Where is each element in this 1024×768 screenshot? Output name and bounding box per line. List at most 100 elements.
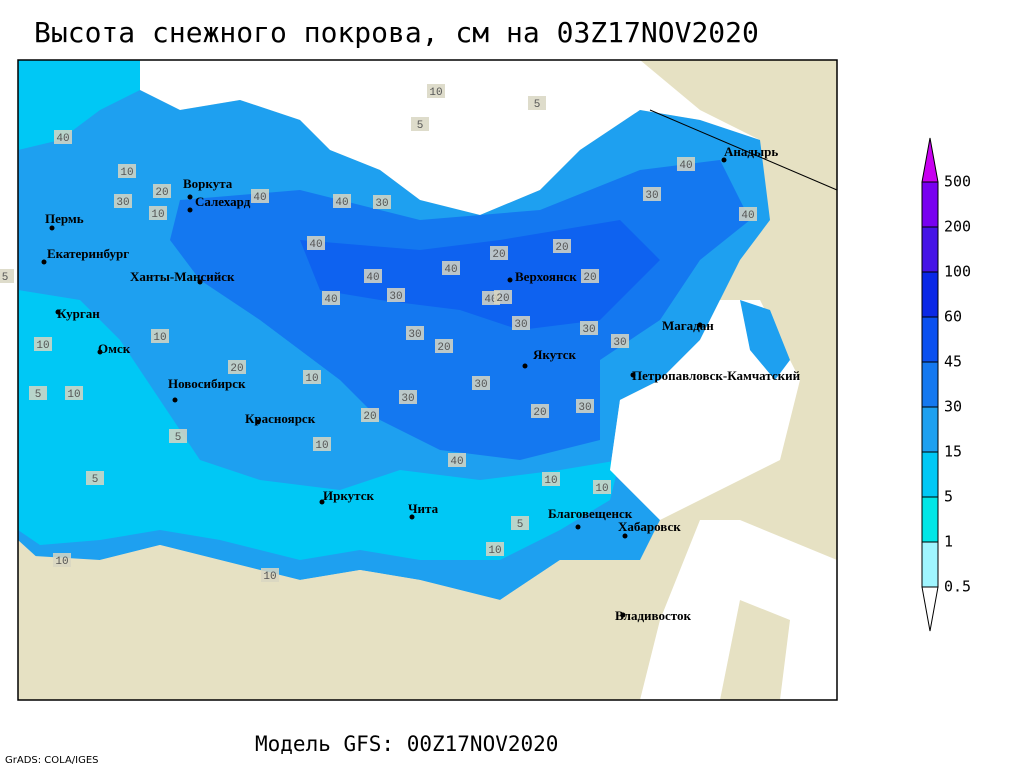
contour-label: 40 bbox=[677, 157, 695, 172]
city-label: Владивосток bbox=[615, 608, 691, 623]
city-label: Новосибирск bbox=[168, 376, 246, 391]
map-labels: 10 5 5 40 10 20 30 10 40 40 30 40 40 40 20 40 30 40 20 30 30… bbox=[0, 84, 801, 623]
contour-label: 30 bbox=[406, 326, 424, 341]
contour-label-box bbox=[151, 329, 169, 343]
contour-label: 30 bbox=[373, 195, 391, 210]
city-dot bbox=[187, 207, 193, 213]
land-no-snow bbox=[18, 545, 640, 700]
contour-label: 30 bbox=[643, 187, 661, 202]
contour-label: 5 bbox=[0, 269, 14, 284]
contour-label-box bbox=[512, 316, 530, 330]
contour-label-box bbox=[576, 399, 594, 413]
contour-label: 20 bbox=[435, 339, 453, 354]
contour-label-box bbox=[553, 239, 571, 253]
contour-label-box bbox=[86, 471, 104, 485]
contour-label-box bbox=[528, 96, 546, 110]
city-dot bbox=[41, 259, 47, 265]
city-label: Екатеринбург bbox=[47, 246, 129, 261]
sea-of-okhotsk bbox=[610, 300, 800, 520]
colorbar-segment bbox=[921, 226, 939, 273]
colorbar-lower-triangle bbox=[921, 586, 939, 632]
city-dot bbox=[721, 157, 727, 163]
contour-label-box bbox=[677, 157, 695, 171]
city-label: Благовещенск bbox=[548, 506, 633, 521]
contour-label-text: 10 bbox=[151, 209, 164, 221]
city-label: Чита bbox=[408, 501, 439, 516]
contour-label-box bbox=[0, 269, 14, 283]
city-label: Курган bbox=[57, 306, 100, 321]
contour-label: 20 bbox=[361, 408, 379, 423]
contour-label: 40 bbox=[739, 207, 757, 222]
colorbar-segment bbox=[921, 541, 939, 588]
city-label: Ханты-Мансийск bbox=[130, 269, 235, 284]
contour-label-box bbox=[364, 269, 382, 283]
title: Высота снежного покрова, см на 03Z17NOV2… bbox=[34, 16, 759, 49]
colorbar-label: 0.5 bbox=[944, 578, 971, 596]
colorbar-label: 60 bbox=[944, 308, 962, 326]
contour-label: 10 bbox=[151, 329, 169, 344]
contour-label-box bbox=[118, 164, 136, 178]
contour-label-box bbox=[399, 390, 417, 404]
city-dot bbox=[697, 322, 703, 328]
colorbar-segment bbox=[921, 361, 939, 408]
city-label: Красноярск bbox=[245, 411, 316, 426]
contour-label-text: 20 bbox=[583, 272, 596, 284]
contour-label-box bbox=[531, 404, 549, 418]
contour-label-box bbox=[251, 189, 269, 203]
colorbar-label: 45 bbox=[944, 353, 962, 371]
contour-label-text: 40 bbox=[324, 294, 337, 306]
colorbar-segment bbox=[921, 496, 939, 543]
contour-label-text: 20 bbox=[437, 342, 450, 354]
arctic-ocean bbox=[140, 60, 760, 215]
contour-label-text: 30 bbox=[645, 190, 658, 202]
contour-label-text: 20 bbox=[555, 242, 568, 254]
contour-label-box bbox=[611, 334, 629, 348]
contour-label-box bbox=[490, 246, 508, 260]
city-label: Верхоянск bbox=[515, 269, 577, 284]
contour-label-box bbox=[153, 184, 171, 198]
map bbox=[17, 59, 838, 701]
contour-label-text: 20 bbox=[533, 407, 546, 419]
city-label: Хабаровск bbox=[618, 519, 681, 534]
city-label: Магадан bbox=[662, 318, 714, 333]
city-dot bbox=[507, 277, 513, 283]
contour-label-box bbox=[494, 290, 512, 304]
colorbar-label: 5 bbox=[944, 488, 953, 506]
contour-label-text: 30 bbox=[578, 402, 591, 414]
contour-label-text: 5 bbox=[92, 474, 99, 486]
contour-label-text: 20 bbox=[155, 187, 168, 199]
contour-label-text: 5 bbox=[534, 99, 541, 111]
contour-label: 20 bbox=[531, 404, 549, 419]
japan bbox=[720, 600, 790, 700]
city-dot bbox=[97, 349, 103, 355]
contour-label-text: 40 bbox=[450, 456, 463, 468]
contour-label: 10 bbox=[427, 84, 445, 99]
city-dot bbox=[409, 514, 415, 520]
contour-label: 30 bbox=[576, 399, 594, 414]
contour-label-box bbox=[387, 288, 405, 302]
contour-label: 20 bbox=[228, 360, 246, 375]
contour-label: 10 bbox=[118, 164, 136, 179]
contour-label-text: 5 bbox=[2, 272, 9, 284]
contour-label-text: 5 bbox=[517, 519, 524, 531]
contour-label-box bbox=[307, 236, 325, 250]
city-dot bbox=[49, 225, 55, 231]
contour-label-text: 30 bbox=[389, 291, 402, 303]
contour-label-text: 20 bbox=[363, 411, 376, 423]
colorbar-label: 30 bbox=[944, 398, 962, 416]
contour-label-text: 30 bbox=[514, 319, 527, 331]
contour-label-text: 20 bbox=[496, 293, 509, 305]
contour-label: 30 bbox=[114, 194, 132, 209]
contour-label: 10 bbox=[53, 553, 71, 568]
contour-label-box bbox=[581, 269, 599, 283]
contour-label: 20 bbox=[581, 269, 599, 284]
contour-label-text: 10 bbox=[153, 332, 166, 344]
city-label: Салехард bbox=[195, 194, 251, 209]
contour-label-text: 40 bbox=[56, 133, 69, 145]
contour-label: 40 bbox=[307, 236, 325, 251]
contour-label: 5 bbox=[528, 96, 546, 111]
contour-label-text: 10 bbox=[544, 475, 557, 487]
colorbar-segment bbox=[921, 316, 939, 363]
city-dot bbox=[255, 419, 261, 425]
